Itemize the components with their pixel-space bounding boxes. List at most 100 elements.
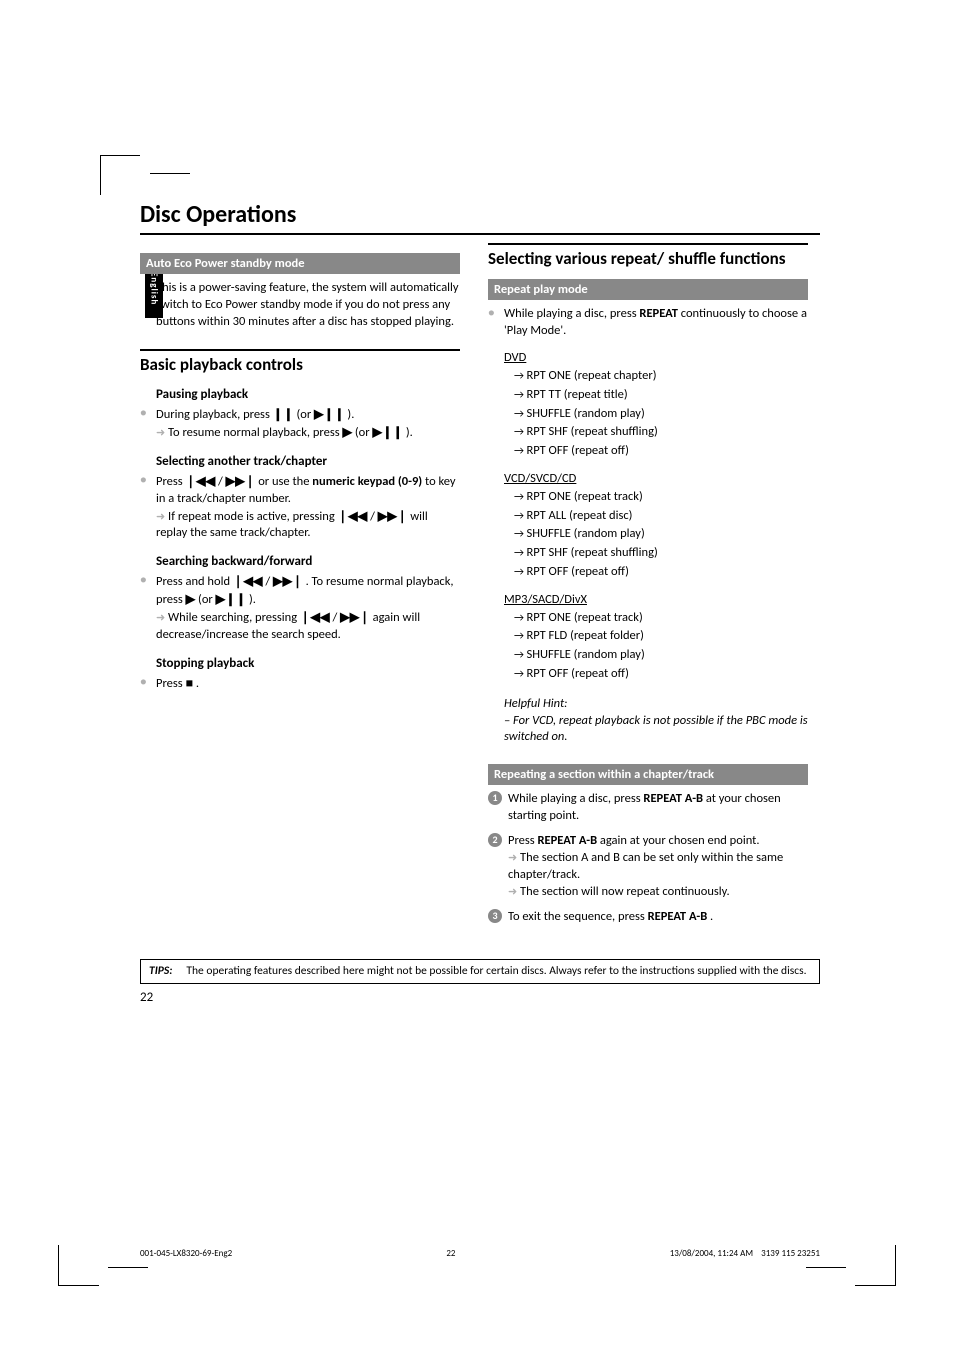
list-item: SHUFFLE (random play) bbox=[514, 405, 808, 424]
section-basic-playback: Basic playback controls bbox=[140, 349, 460, 375]
text: Press bbox=[508, 833, 537, 848]
footer-page: 22 bbox=[446, 1248, 455, 1259]
footer-date: 13/08/2004, 11:24 AM bbox=[670, 1248, 753, 1259]
list-item: RPT SHF (repeat shuffling) bbox=[514, 423, 808, 442]
crop-mark bbox=[150, 173, 190, 174]
tips-box: TIPS: The operating features described h… bbox=[140, 959, 820, 984]
skipfwd-symbol: ▶▶❘ bbox=[340, 610, 370, 624]
stop-symbol: ■ bbox=[185, 676, 193, 690]
playpause-symbol: ▶❙❙ bbox=[314, 407, 345, 421]
text-bold: REPEAT bbox=[639, 306, 678, 321]
text: (or bbox=[355, 425, 373, 440]
column-left: Auto Eco Power standby mode This is a po… bbox=[140, 243, 460, 933]
list-item: RPT OFF (repeat off) bbox=[514, 563, 808, 582]
text: If repeat mode is active, pressing bbox=[168, 509, 337, 524]
para-auto-eco: This is a power-saving feature, the syst… bbox=[156, 280, 460, 331]
column-right: Selecting various repeat/ shuffle functi… bbox=[488, 243, 808, 933]
list-item: RPT OFF (repeat off) bbox=[514, 442, 808, 461]
page-number: 22 bbox=[140, 990, 820, 1005]
play-symbol: ▶ bbox=[186, 592, 196, 606]
list-item: RPT OFF (repeat off) bbox=[514, 665, 808, 684]
pause-symbol: ❙❙ bbox=[273, 407, 294, 421]
text-bold: REPEAT A-B bbox=[643, 791, 703, 806]
text-bold: REPEAT A-B bbox=[537, 833, 597, 848]
text-bold: numeric keypad (0-9) bbox=[312, 474, 422, 489]
list-mp3: RPT ONE (repeat track) RPT FLD (repeat f… bbox=[514, 609, 808, 684]
text: (or bbox=[296, 407, 314, 422]
sub-selecting-track: Selecting another track/chapter bbox=[156, 454, 460, 469]
text-bold: REPEAT A-B bbox=[648, 909, 708, 924]
page-content: Disc Operations Auto Eco Power standby m… bbox=[140, 200, 820, 1005]
sub-searching: Searching backward/forward bbox=[156, 554, 460, 569]
text: / bbox=[370, 509, 378, 524]
text: ). bbox=[249, 592, 256, 607]
list-item: RPT ONE (repeat track) bbox=[514, 488, 808, 507]
text: ). bbox=[406, 425, 413, 440]
text: Press and hold bbox=[156, 574, 233, 589]
list-vcd: RPT ONE (repeat track) RPT ALL (repeat d… bbox=[514, 488, 808, 582]
page-title: Disc Operations bbox=[140, 200, 820, 235]
text: Press bbox=[156, 474, 185, 489]
heading-mp3: MP3/SACD/DivX bbox=[504, 592, 808, 607]
list-item: RPT ONE (repeat chapter) bbox=[514, 367, 808, 386]
arrow-icon: ➜ bbox=[508, 885, 517, 898]
bullet-pausing: During playback, press ❙❙ (or ▶❙❙ ). ➜ T… bbox=[140, 406, 460, 442]
skipback-symbol: ❘◀◀ bbox=[233, 574, 263, 588]
bullet-selecting-track: Press ❘◀◀ / ▶▶❘ or use the numeric keypa… bbox=[140, 473, 460, 543]
list-item: SHUFFLE (random play) bbox=[514, 646, 808, 665]
bullet-repeat: While playing a disc, press REPEAT conti… bbox=[488, 306, 808, 340]
arrow-icon: ➜ bbox=[508, 851, 517, 864]
footer-filename: 001-045-LX8320-69-Eng2 bbox=[140, 1248, 232, 1259]
list-item: SHUFFLE (random play) bbox=[514, 525, 808, 544]
text: again at your chosen end point. bbox=[600, 833, 760, 848]
text: / bbox=[218, 474, 226, 489]
list-item: RPT SHF (repeat shuffling) bbox=[514, 544, 808, 563]
helpful-hint: Helpful Hint: – For VCD, repeat playback… bbox=[504, 696, 808, 747]
footer-code: 3139 115 23251 bbox=[761, 1248, 820, 1259]
hint-label: Helpful Hint: bbox=[504, 696, 567, 711]
text: While playing a disc, press bbox=[504, 306, 639, 321]
crop-mark bbox=[100, 155, 140, 195]
text: or use the bbox=[258, 474, 312, 489]
text: Press bbox=[156, 676, 185, 691]
crop-mark bbox=[806, 1236, 896, 1286]
heading-vcd: VCD/SVCD/CD bbox=[504, 471, 808, 486]
hint-text: – For VCD, repeat playback is not possib… bbox=[504, 713, 808, 745]
skipback-symbol: ❘◀◀ bbox=[338, 509, 368, 523]
footer-right: 13/08/2004, 11:24 AM 3139 115 23251 bbox=[670, 1248, 820, 1259]
list-item: RPT TT (repeat title) bbox=[514, 386, 808, 405]
sub-pausing: Pausing playback bbox=[156, 387, 460, 402]
text: While playing a disc, press bbox=[508, 791, 643, 806]
text: / bbox=[332, 610, 340, 625]
step-number-icon: 2 bbox=[488, 833, 502, 847]
arrow-icon: ➜ bbox=[156, 426, 165, 439]
play-symbol: ▶ bbox=[342, 425, 352, 439]
tips-label: TIPS: bbox=[149, 964, 172, 979]
step-3: 3 To exit the sequence, press REPEAT A-B… bbox=[488, 909, 808, 926]
list-dvd: RPT ONE (repeat chapter) RPT TT (repeat … bbox=[514, 367, 808, 461]
text: To exit the sequence, press bbox=[508, 909, 648, 924]
text: . bbox=[710, 909, 713, 924]
skipfwd-symbol: ▶▶❘ bbox=[226, 474, 256, 488]
skipback-symbol: ❘◀◀ bbox=[300, 610, 330, 624]
crop-mark bbox=[58, 1236, 148, 1286]
section-bar-auto-eco: Auto Eco Power standby mode bbox=[140, 253, 460, 274]
step-2: 2 Press REPEAT A-B again at your chosen … bbox=[488, 833, 808, 901]
playpause-symbol: ▶❙❙ bbox=[372, 425, 403, 439]
section-bar-repeat-ab: Repeating a section within a chapter/tra… bbox=[488, 764, 808, 785]
arrow-icon: ➜ bbox=[156, 611, 165, 624]
footer: 001-045-LX8320-69-Eng2 22 13/08/2004, 11… bbox=[140, 1248, 820, 1259]
text: To resume normal playback, press bbox=[168, 425, 342, 440]
bullet-searching: Press and hold ❘◀◀ / ▶▶❘ . To resume nor… bbox=[140, 573, 460, 644]
text: During playback, press bbox=[156, 407, 273, 422]
list-item: RPT FLD (repeat folder) bbox=[514, 627, 808, 646]
tips-text: The operating features described here mi… bbox=[186, 964, 806, 979]
arrow-icon: ➜ bbox=[156, 510, 165, 523]
sub-stopping: Stopping playback bbox=[156, 656, 460, 671]
section-repeat-shuffle: Selecting various repeat/ shuffle functi… bbox=[488, 243, 808, 269]
text: ). bbox=[347, 407, 354, 422]
skipfwd-symbol: ▶▶❘ bbox=[378, 509, 408, 523]
text: (or bbox=[198, 592, 216, 607]
text: The section will now repeat continuously… bbox=[520, 884, 730, 899]
text: While searching, pressing bbox=[168, 610, 300, 625]
